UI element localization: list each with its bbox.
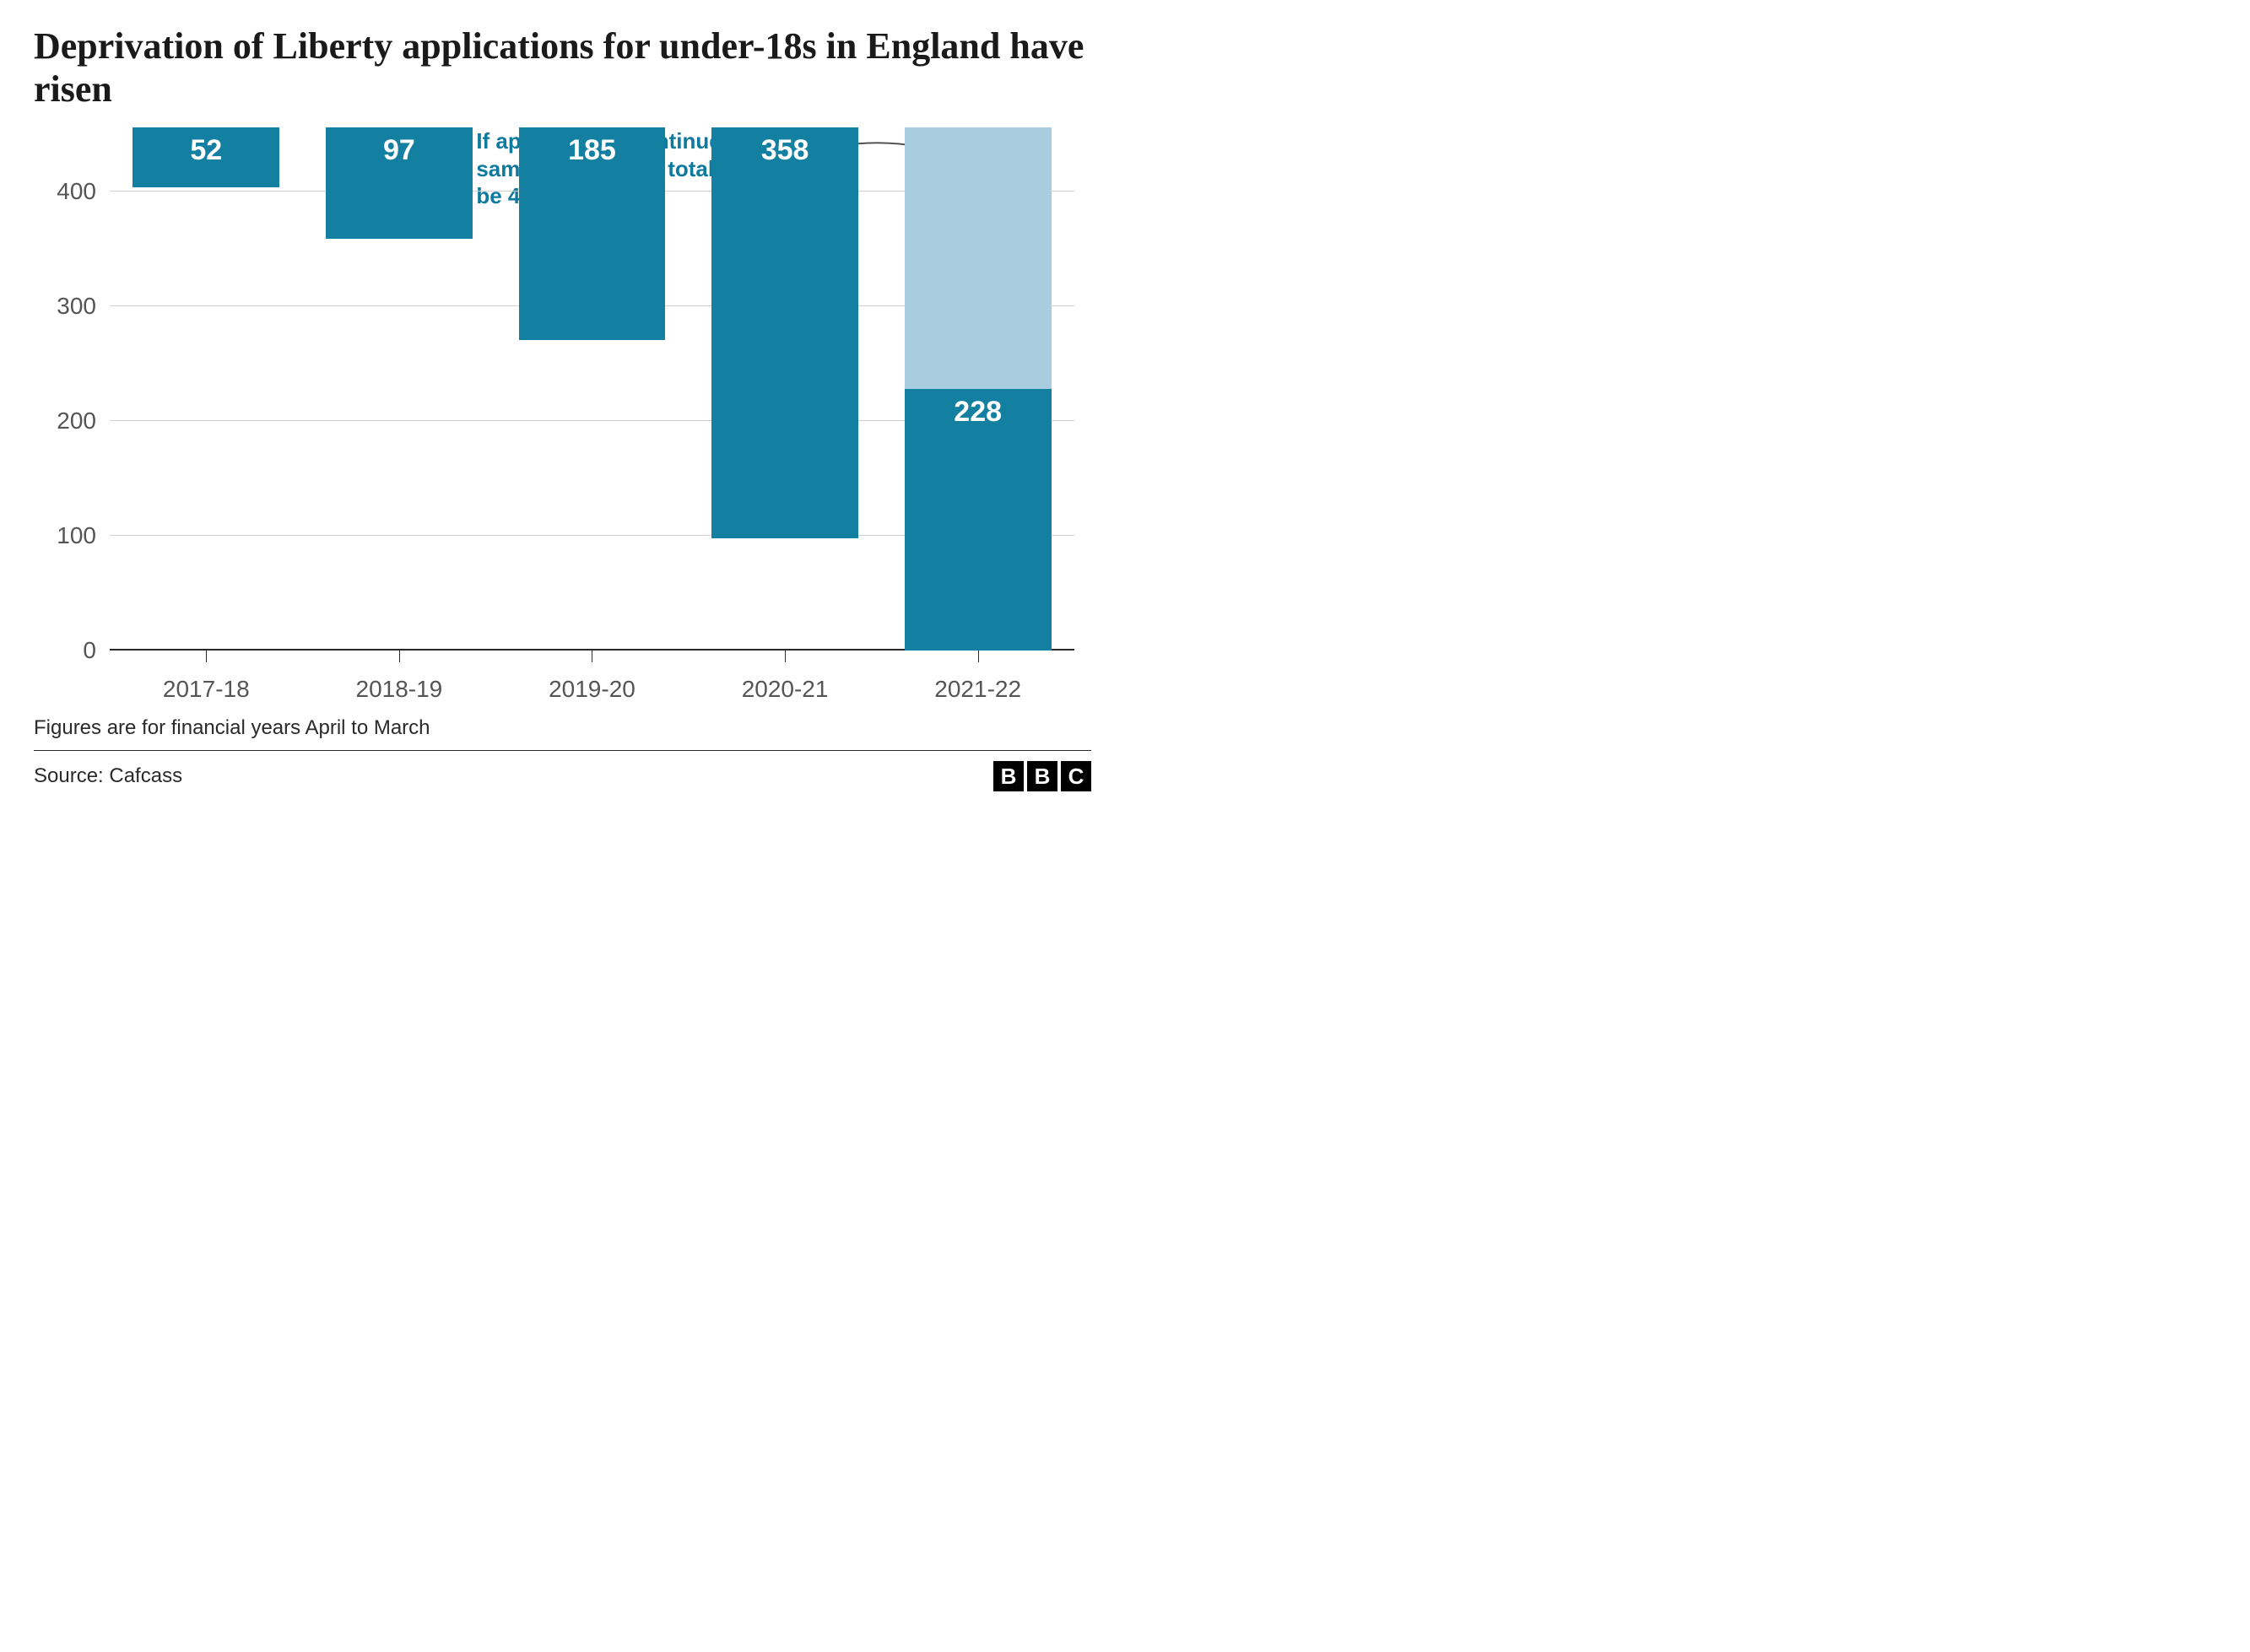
bar-stack: 228 <box>905 127 1052 651</box>
x-tick-label: 2017-18 <box>110 651 303 703</box>
bar-slot: 2282021-22 <box>881 127 1074 651</box>
chart-area: If applications continue at same rate, a… <box>34 127 1091 701</box>
bar-stack: 358 <box>711 127 858 538</box>
chart-title: Deprivation of Liberty applications for … <box>34 25 1091 111</box>
y-tick-label: 200 <box>37 408 96 435</box>
bar-projected <box>905 127 1052 389</box>
chart-footer: Source: Cafcass B B C <box>34 761 1091 791</box>
source-label: Source: Cafcass <box>34 764 182 788</box>
bar-actual: 358 <box>711 127 858 538</box>
bbc-logo-box: B <box>993 761 1024 791</box>
chart-subtitle: Figures are for financial years April to… <box>34 716 1091 740</box>
y-tick-label: 100 <box>37 522 96 549</box>
bbc-logo-box: C <box>1061 761 1091 791</box>
bar-value-label: 358 <box>711 134 858 167</box>
y-tick-label: 400 <box>37 178 96 205</box>
x-tick-label: 2020-21 <box>689 651 882 703</box>
bar-actual: 52 <box>133 127 279 187</box>
x-tick-label: 2019-20 <box>495 651 689 703</box>
bar-value-label: 97 <box>326 134 473 167</box>
y-tick-label: 300 <box>37 293 96 320</box>
x-tick-label: 2018-19 <box>303 651 496 703</box>
footer-divider <box>34 750 1091 751</box>
plot-region: If applications continue at same rate, a… <box>110 127 1074 651</box>
bar-value-label: 228 <box>905 396 1052 429</box>
bar-slot: 3582020-21 <box>689 127 882 651</box>
bar-actual: 228 <box>905 389 1052 651</box>
bar-slot: 522017-18 <box>110 127 303 651</box>
bar-value-label: 52 <box>133 134 279 167</box>
bar-slot: 1852019-20 <box>495 127 689 651</box>
bar-stack: 185 <box>519 127 666 340</box>
x-tick-label: 2021-22 <box>881 651 1074 703</box>
bar-stack: 52 <box>133 127 279 187</box>
bar-actual: 185 <box>519 127 666 340</box>
y-tick-label: 0 <box>37 637 96 664</box>
bar-actual: 97 <box>326 127 473 239</box>
bar-value-label: 185 <box>519 134 666 167</box>
bar-stack: 97 <box>326 127 473 239</box>
bars-container: 522017-18972018-191852019-203582020-2122… <box>110 127 1074 651</box>
bar-slot: 972018-19 <box>303 127 496 651</box>
bbc-logo-box: B <box>1027 761 1057 791</box>
bbc-logo: B B C <box>993 761 1091 791</box>
